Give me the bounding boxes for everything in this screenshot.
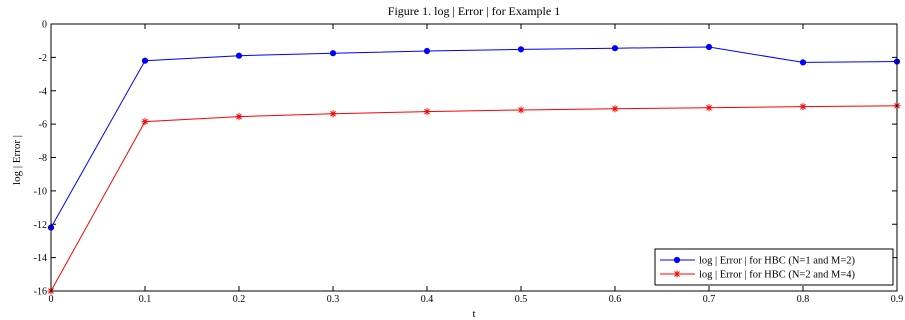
series-2-point <box>611 105 619 113</box>
x-tick-label: 0.9 <box>891 294 904 305</box>
y-axis-label: log | Error | <box>11 135 23 185</box>
legend-box <box>654 248 894 286</box>
y-tick-label: 0 <box>42 20 47 31</box>
series-line-1 <box>50 46 898 228</box>
x-tick-label: 0.6 <box>609 294 622 305</box>
legend-marker-2 <box>673 270 681 278</box>
legend-label-2: log | Error | for HBC (N=2 and M=4) <box>699 270 856 281</box>
legend: log | Error | for HBC (N=1 and M=2) log |… <box>654 248 894 286</box>
series-2-point <box>329 110 337 118</box>
y-tick-label: -10 <box>34 186 47 197</box>
x-axis-label: t <box>472 308 475 320</box>
y-tick-label: -2 <box>39 53 47 64</box>
x-tick-label: 0.2 <box>233 294 246 305</box>
legend-label-1: log | Error | for HBC (N=1 and M=2) <box>699 256 856 267</box>
series-line-2 <box>50 105 898 292</box>
legend-marker-1 <box>673 256 681 264</box>
series-1-point <box>611 45 619 52</box>
series-2-point <box>423 108 431 116</box>
series-2-point <box>705 104 713 112</box>
y-tick-label: -16 <box>34 287 47 298</box>
x-tick-label: 0.5 <box>515 294 528 305</box>
y-axis: 0 -2 -4 -6 -8 -10 -12 -14 -16 <box>34 20 897 298</box>
x-tick-label: 0 <box>49 294 54 305</box>
x-tick-label: 0.1 <box>139 294 152 305</box>
y-tick-label: -14 <box>34 253 47 264</box>
plot-frame <box>50 23 898 292</box>
y-tick-label: -4 <box>39 86 47 97</box>
y-tick-label: -12 <box>34 220 47 231</box>
y-tick-label: -6 <box>39 120 47 131</box>
series-1-point <box>141 57 149 64</box>
series-1-point <box>329 50 337 57</box>
series-layer <box>47 43 901 295</box>
x-tick-label: 0.3 <box>327 294 340 305</box>
series-2-point <box>141 118 149 126</box>
x-axis: 0 0.1 0.2 0.3 0.4 0.5 0.6 0.7 0.8 0.9 <box>49 24 904 305</box>
x-tick-label: 0.4 <box>421 294 434 305</box>
series-1-point <box>235 52 243 59</box>
y-tick-label: -8 <box>39 153 47 164</box>
series-2-point <box>517 106 525 114</box>
series-2-point <box>235 113 243 121</box>
x-tick-label: 0.8 <box>797 294 810 305</box>
series-1-point <box>799 59 807 66</box>
series-1-point <box>423 47 431 55</box>
series-1-point <box>705 43 713 51</box>
chart-title: Figure 1. log | Error | for Example 1 <box>388 4 560 18</box>
plot-area <box>51 24 897 291</box>
x-tick-label: 0.7 <box>703 294 716 305</box>
series-1-point <box>517 46 525 53</box>
series-2-point <box>799 103 807 111</box>
